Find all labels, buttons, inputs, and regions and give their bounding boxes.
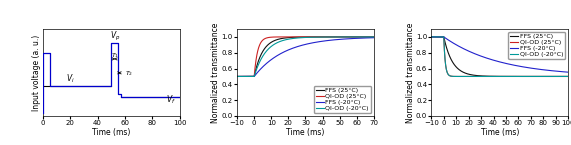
QI-OD (-20°C) bbox=[240, 76, 247, 77]
FFS (25°C) bbox=[240, 76, 247, 77]
Line: FFS (-20°C): FFS (-20°C) bbox=[431, 37, 568, 72]
FFS (-20°C) bbox=[565, 71, 571, 73]
FFS (25°C) bbox=[561, 76, 568, 77]
QI-OD (-20°C) bbox=[536, 76, 542, 77]
QI-OD (25°C) bbox=[565, 76, 571, 77]
Line: FFS (25°C): FFS (25°C) bbox=[431, 37, 568, 76]
QI-OD (25°C) bbox=[428, 36, 435, 38]
QI-OD (-20°C) bbox=[367, 36, 373, 38]
FFS (-20°C) bbox=[240, 76, 247, 77]
FFS (25°C) bbox=[565, 76, 571, 77]
QI-OD (-20°C) bbox=[367, 36, 373, 38]
Legend: FFS (25°C), QI-OD (25°C), FFS (-20°C), QI-OD (-20°C): FFS (25°C), QI-OD (25°C), FFS (-20°C), Q… bbox=[508, 32, 565, 59]
QI-OD (-20°C) bbox=[428, 36, 435, 38]
FFS (25°C) bbox=[435, 36, 442, 38]
FFS (-20°C) bbox=[428, 36, 435, 38]
FFS (-20°C) bbox=[234, 76, 240, 77]
Text: $V_f$: $V_f$ bbox=[166, 94, 175, 106]
QI-OD (25°C) bbox=[495, 76, 502, 77]
FFS (25°C) bbox=[494, 76, 501, 77]
QI-OD (-20°C) bbox=[300, 37, 307, 38]
FFS (25°C) bbox=[367, 36, 373, 38]
FFS (-20°C) bbox=[296, 45, 303, 47]
QI-OD (-20°C) bbox=[341, 36, 348, 38]
QI-OD (-20°C) bbox=[561, 76, 568, 77]
Y-axis label: Normalized transmittance: Normalized transmittance bbox=[211, 22, 220, 123]
QI-OD (-20°C) bbox=[491, 76, 498, 77]
Line: QI-OD (-20°C): QI-OD (-20°C) bbox=[237, 37, 374, 76]
QI-OD (-20°C) bbox=[495, 76, 502, 77]
Line: QI-OD (-20°C): QI-OD (-20°C) bbox=[431, 37, 568, 76]
QI-OD (-20°C) bbox=[565, 76, 571, 77]
Text: $T_2$: $T_2$ bbox=[125, 69, 133, 78]
FFS (-20°C) bbox=[561, 71, 568, 73]
Line: QI-OD (25°C): QI-OD (25°C) bbox=[431, 37, 568, 76]
X-axis label: Time (ms): Time (ms) bbox=[286, 128, 325, 137]
QI-OD (25°C) bbox=[561, 76, 568, 77]
FFS (-20°C) bbox=[341, 38, 348, 40]
QI-OD (25°C) bbox=[341, 36, 348, 38]
FFS (25°C) bbox=[371, 36, 377, 38]
Line: QI-OD (25°C): QI-OD (25°C) bbox=[237, 37, 374, 76]
QI-OD (25°C) bbox=[240, 76, 247, 77]
FFS (-20°C) bbox=[367, 37, 373, 39]
QI-OD (-20°C) bbox=[371, 36, 377, 38]
QI-OD (-20°C) bbox=[494, 76, 501, 77]
Text: $V_i$: $V_i$ bbox=[66, 72, 75, 85]
FFS (25°C) bbox=[428, 36, 435, 38]
FFS (-20°C) bbox=[491, 60, 498, 61]
QI-OD (25°C) bbox=[370, 36, 377, 38]
FFS (25°C) bbox=[296, 36, 303, 38]
FFS (25°C) bbox=[341, 36, 348, 38]
Legend: FFS (25°C), QI-OD (25°C), FFS (-20°C), QI-OD (-20°C): FFS (25°C), QI-OD (25°C), FFS (-20°C), Q… bbox=[314, 86, 371, 113]
Line: FFS (-20°C): FFS (-20°C) bbox=[237, 38, 374, 76]
FFS (-20°C) bbox=[494, 61, 501, 62]
FFS (25°C) bbox=[536, 76, 542, 77]
QI-OD (25°C) bbox=[435, 36, 442, 38]
X-axis label: Time (ms): Time (ms) bbox=[481, 128, 519, 137]
Line: FFS (25°C): FFS (25°C) bbox=[237, 37, 374, 76]
QI-OD (25°C) bbox=[371, 36, 377, 38]
FFS (-20°C) bbox=[561, 71, 568, 73]
FFS (25°C) bbox=[234, 76, 240, 77]
QI-OD (25°C) bbox=[561, 76, 568, 77]
QI-OD (-20°C) bbox=[296, 37, 303, 39]
QI-OD (25°C) bbox=[367, 36, 373, 38]
FFS (25°C) bbox=[300, 36, 307, 38]
FFS (-20°C) bbox=[536, 68, 542, 70]
QI-OD (25°C) bbox=[367, 36, 373, 38]
X-axis label: Time (ms): Time (ms) bbox=[92, 128, 130, 137]
FFS (-20°C) bbox=[371, 37, 377, 39]
QI-OD (25°C) bbox=[494, 76, 501, 77]
QI-OD (25°C) bbox=[536, 76, 542, 77]
QI-OD (25°C) bbox=[296, 36, 303, 38]
QI-OD (25°C) bbox=[300, 36, 307, 38]
FFS (25°C) bbox=[367, 36, 373, 38]
QI-OD (25°C) bbox=[234, 76, 240, 77]
FFS (-20°C) bbox=[300, 44, 307, 46]
QI-OD (-20°C) bbox=[561, 76, 568, 77]
QI-OD (-20°C) bbox=[435, 36, 442, 38]
FFS (25°C) bbox=[561, 76, 568, 77]
QI-OD (25°C) bbox=[491, 76, 498, 77]
FFS (-20°C) bbox=[367, 37, 373, 39]
Y-axis label: Input voltage (a. u.): Input voltage (a. u.) bbox=[33, 34, 42, 111]
Text: $T_1$: $T_1$ bbox=[111, 51, 119, 60]
QI-OD (-20°C) bbox=[234, 76, 240, 77]
Text: $V_p$: $V_p$ bbox=[110, 30, 120, 43]
FFS (25°C) bbox=[491, 75, 498, 77]
FFS (-20°C) bbox=[435, 36, 442, 38]
Y-axis label: Normalized transmittance: Normalized transmittance bbox=[405, 22, 415, 123]
